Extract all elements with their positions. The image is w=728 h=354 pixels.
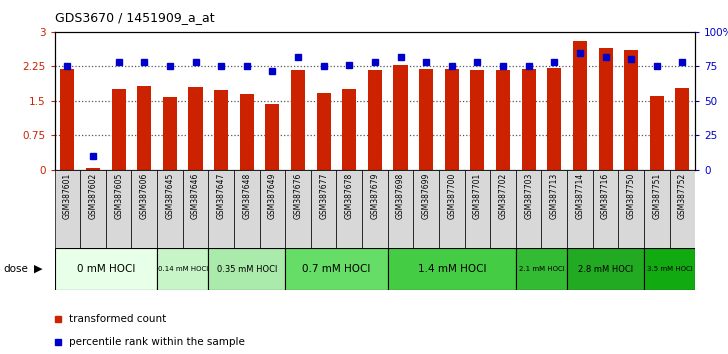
Text: GSM387646: GSM387646	[191, 172, 200, 219]
Text: 2.1 mM HOCl: 2.1 mM HOCl	[518, 266, 564, 272]
Bar	[157, 248, 208, 290]
Bar	[55, 170, 80, 248]
Bar	[111, 89, 126, 170]
Bar	[388, 170, 414, 248]
Bar	[260, 170, 285, 248]
Bar	[464, 170, 490, 248]
Bar	[60, 69, 74, 170]
Text: GSM387602: GSM387602	[89, 172, 98, 218]
Bar	[362, 170, 388, 248]
Bar	[214, 90, 228, 170]
Text: 0.14 mM HOCl: 0.14 mM HOCl	[157, 266, 208, 272]
Text: GSM387701: GSM387701	[473, 172, 482, 218]
Text: GSM387703: GSM387703	[524, 172, 533, 219]
Bar	[311, 170, 336, 248]
Text: GSM387677: GSM387677	[319, 172, 328, 219]
Text: GSM387700: GSM387700	[447, 172, 456, 219]
Bar	[342, 89, 356, 170]
Bar	[285, 170, 311, 248]
Text: GSM387679: GSM387679	[371, 172, 379, 219]
Bar	[317, 93, 331, 170]
Text: 2.8 mM HOCl: 2.8 mM HOCl	[578, 264, 633, 274]
Bar	[240, 94, 254, 170]
Bar	[547, 68, 561, 170]
Bar	[650, 96, 664, 170]
Bar	[567, 248, 644, 290]
Bar	[516, 170, 542, 248]
Bar	[439, 170, 464, 248]
Text: GSM387676: GSM387676	[293, 172, 303, 219]
Text: GSM387752: GSM387752	[678, 172, 687, 218]
Text: GSM387678: GSM387678	[345, 172, 354, 218]
Bar	[86, 168, 100, 170]
Bar	[516, 248, 567, 290]
Bar	[542, 170, 567, 248]
Bar	[55, 248, 157, 290]
Text: GSM387699: GSM387699	[422, 172, 431, 219]
Bar	[644, 248, 695, 290]
Text: GSM387713: GSM387713	[550, 172, 559, 218]
Text: GSM387649: GSM387649	[268, 172, 277, 219]
Text: ▶: ▶	[33, 264, 42, 274]
Bar	[388, 248, 516, 290]
Bar	[490, 170, 516, 248]
Text: GSM387647: GSM387647	[217, 172, 226, 219]
Bar	[234, 170, 260, 248]
Bar	[470, 70, 484, 170]
Text: GSM387698: GSM387698	[396, 172, 405, 218]
Bar	[208, 248, 285, 290]
Bar	[414, 170, 439, 248]
Bar	[670, 170, 695, 248]
Bar	[189, 87, 202, 170]
Bar	[496, 70, 510, 170]
Text: GDS3670 / 1451909_a_at: GDS3670 / 1451909_a_at	[55, 11, 214, 24]
Bar	[291, 70, 305, 170]
Bar	[419, 69, 433, 170]
Text: 0 mM HOCl: 0 mM HOCl	[76, 264, 135, 274]
Bar	[567, 170, 593, 248]
Text: percentile rank within the sample: percentile rank within the sample	[68, 337, 245, 347]
Bar	[573, 41, 587, 170]
Bar	[522, 69, 536, 170]
Bar	[598, 48, 612, 170]
Bar	[676, 88, 689, 170]
Bar	[163, 97, 177, 170]
Bar	[208, 170, 234, 248]
Bar	[644, 170, 670, 248]
Bar	[618, 170, 644, 248]
Bar	[138, 86, 151, 170]
Bar	[285, 248, 388, 290]
Bar	[394, 65, 408, 170]
Bar	[336, 170, 362, 248]
Bar	[132, 170, 157, 248]
Text: GSM387702: GSM387702	[499, 172, 507, 218]
Text: GSM387605: GSM387605	[114, 172, 123, 219]
Text: 0.35 mM HOCl: 0.35 mM HOCl	[217, 264, 277, 274]
Bar	[593, 170, 618, 248]
Text: GSM387601: GSM387601	[63, 172, 72, 218]
Bar	[624, 50, 638, 170]
Bar	[80, 170, 106, 248]
Text: GSM387606: GSM387606	[140, 172, 149, 219]
Bar	[183, 170, 208, 248]
Text: GSM387648: GSM387648	[242, 172, 251, 218]
Text: GSM387645: GSM387645	[165, 172, 175, 219]
Bar	[106, 170, 132, 248]
Text: GSM387714: GSM387714	[575, 172, 585, 218]
Bar	[157, 170, 183, 248]
Text: GSM387716: GSM387716	[601, 172, 610, 218]
Text: 0.7 mM HOCl: 0.7 mM HOCl	[302, 264, 371, 274]
Bar	[368, 70, 382, 170]
Text: 3.5 mM HOCl: 3.5 mM HOCl	[646, 266, 692, 272]
Text: GSM387751: GSM387751	[652, 172, 661, 218]
Bar	[266, 104, 280, 170]
Text: dose: dose	[4, 264, 28, 274]
Bar	[445, 69, 459, 170]
Text: 1.4 mM HOCl: 1.4 mM HOCl	[418, 264, 486, 274]
Text: GSM387750: GSM387750	[627, 172, 636, 219]
Text: transformed count: transformed count	[68, 314, 166, 324]
